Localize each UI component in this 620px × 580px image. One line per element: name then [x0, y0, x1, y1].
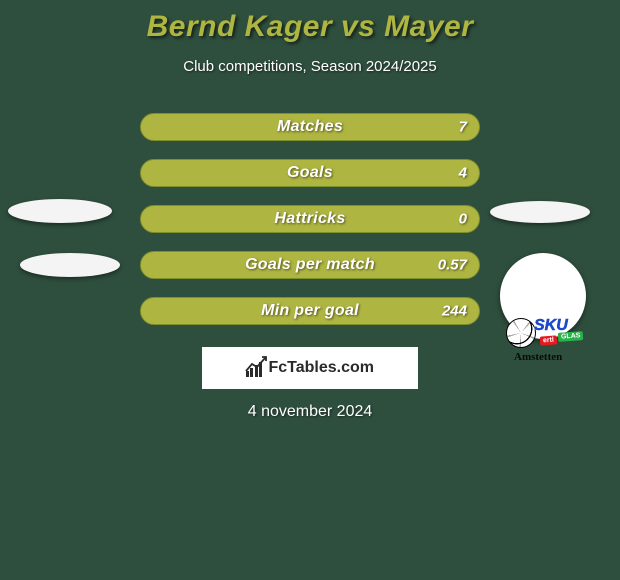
- club-town-text: Amstetten: [514, 352, 562, 363]
- player-placeholder: [490, 201, 590, 223]
- page-title: Bernd Kager vs Mayer: [0, 0, 620, 44]
- comparison-panel: SKUertlGLASAmstetten Matches 7 Goals 4 Hattr…: [0, 75, 620, 421]
- player-placeholder: [20, 253, 120, 277]
- chart-icon: [246, 359, 263, 377]
- date-text: 4 november 2024: [0, 403, 620, 421]
- stat-row: Hattricks 0: [140, 205, 480, 233]
- page-subtitle: Club competitions, Season 2024/2025: [0, 58, 620, 75]
- watermark: FcTables.com: [202, 347, 418, 389]
- soccer-ball-icon: [506, 318, 536, 348]
- stat-row: Goals per match 0.57: [140, 251, 480, 279]
- stat-value-right: 244: [442, 303, 467, 320]
- stat-label: Matches: [277, 118, 343, 136]
- stat-value-right: 0: [459, 211, 467, 228]
- stat-label: Goals: [287, 164, 333, 182]
- stat-row: Matches 7: [140, 113, 480, 141]
- club-ertl-badge: ertl: [540, 335, 557, 345]
- stat-label: Min per goal: [261, 302, 359, 320]
- stat-row: Goals 4: [140, 159, 480, 187]
- stat-label: Hattricks: [274, 210, 345, 228]
- stat-value-right: 0.57: [438, 257, 467, 274]
- watermark-text: FcTables.com: [268, 359, 374, 377]
- stat-row: Min per goal 244: [140, 297, 480, 325]
- stat-value-right: 7: [459, 119, 467, 136]
- stat-rows: Matches 7 Goals 4 Hattricks 0 Goals per match 0…: [140, 75, 480, 325]
- player-placeholder: [8, 199, 112, 223]
- stat-label: Goals per match: [245, 256, 375, 274]
- club-glas-badge: GLAS: [558, 331, 584, 342]
- club-badge: SKUertlGLASAmstetten: [500, 253, 586, 339]
- stat-value-right: 4: [459, 165, 467, 182]
